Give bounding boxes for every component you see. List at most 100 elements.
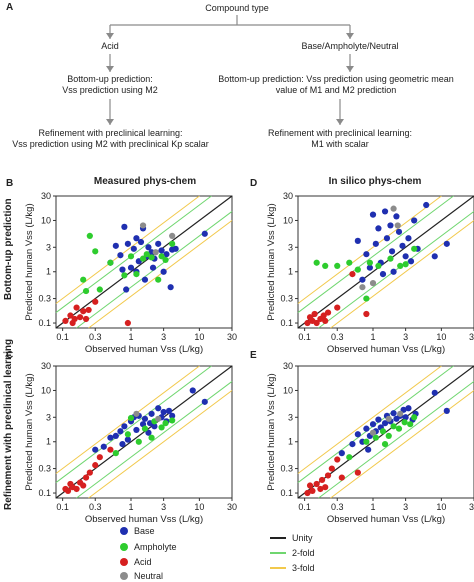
panel-c-point-ampholyte: [169, 417, 176, 424]
panel-c-x-tick-label: 3: [161, 502, 166, 512]
panel-e-point-neutral: [385, 415, 392, 422]
panel-d-point-ampholyte: [387, 255, 394, 262]
panel-c-y-tick-label: 0.3: [38, 464, 51, 474]
panel-d-point-base: [387, 222, 394, 229]
panel-d-point-base: [379, 270, 387, 278]
panel-b-point-ampholyte: [158, 253, 165, 260]
panel-d-x-axis-label: Observed human Vss (L/kg): [327, 344, 445, 355]
panel-e-y-axis-label: Predicted human Vss (L/kg): [266, 373, 277, 490]
panel-a-letter: A: [6, 2, 14, 13]
panel-c-point-base: [124, 436, 131, 443]
panel-c-point-acid: [107, 446, 114, 453]
legend-2fold: 2-fold: [270, 548, 315, 558]
panel-b-point-acid: [85, 306, 92, 314]
panel-b-point-ampholyte: [133, 270, 140, 278]
panel-b-x-tick-label: 0.3: [89, 332, 102, 342]
panel-b-y-tick-label: 0.1: [38, 318, 51, 328]
panel-b-point-ampholyte: [121, 272, 128, 279]
panel-c-point-base: [121, 423, 128, 430]
legend-base-marker: [120, 527, 128, 535]
panel-c-point-base: [155, 405, 162, 412]
panel-c-point-ampholyte: [148, 434, 155, 441]
legend-acid-marker: [120, 558, 128, 566]
column-title-insilico: In silico phys-chem: [328, 176, 422, 187]
legend-acid: Acid: [120, 557, 152, 567]
panel-c-point-ampholyte: [135, 438, 142, 445]
panel-b-point-base: [167, 284, 174, 291]
panel-e-x-tick-label: 1: [370, 502, 375, 512]
panel-c-x-tick-label: 0.1: [56, 502, 69, 512]
panel-c-letter: C: [6, 350, 14, 361]
panel-b-point-acid: [67, 312, 74, 319]
panel-b-point-neutral: [169, 232, 176, 240]
panel-b-x-tick-label: 3: [161, 332, 166, 342]
panel-e-point-base: [405, 405, 412, 412]
panel-c-point-acid: [86, 469, 93, 476]
panel-c-point-ampholyte: [124, 431, 131, 438]
panel-b-point-base: [155, 240, 162, 247]
panel-c-point-base: [145, 429, 152, 436]
panel-d-point-ampholyte: [334, 262, 341, 270]
panel-b-point-ampholyte: [169, 240, 176, 247]
panel-b-point-ampholyte: [139, 255, 147, 262]
panel-c-y-tick-label: 30: [41, 361, 51, 371]
panel-e-point-acid: [324, 472, 332, 479]
panel-d-fold-line-2: [318, 211, 474, 329]
panel-d-point-base: [395, 228, 403, 235]
panel-e-point-neutral: [369, 429, 377, 436]
panel-e-point-ampholyte: [385, 432, 392, 440]
panel-d-point-ampholyte: [366, 259, 373, 266]
panel-b-point-acid: [82, 315, 90, 323]
flow-left-step2: Refinement with preclinical learning: Vs…: [12, 128, 209, 149]
panel-e-point-acid: [322, 484, 329, 491]
panel-d-unity-line: [297, 195, 474, 329]
flow-right-step1: Bottom-up prediction: Vss prediction usi…: [218, 74, 454, 95]
panel-e-point-acid: [309, 487, 316, 495]
panel-e-point-base: [349, 440, 356, 448]
panel-d-point-base: [369, 211, 377, 218]
panel-b-point-acid: [71, 315, 78, 323]
panel-e-point-base: [338, 450, 345, 457]
panel-b-fold-line-2: [55, 195, 212, 313]
panel-b-point-acid: [76, 314, 84, 321]
panel-e-point-acid: [304, 489, 311, 497]
panel-d-point-base: [375, 225, 382, 232]
panel-b-y-tick-label: 30: [41, 191, 51, 201]
panel-d-point-base: [431, 253, 438, 260]
panel-d-point-base: [366, 264, 373, 271]
panel-d-point-base: [359, 276, 366, 283]
legend-3fold: 3-fold: [270, 563, 315, 573]
panel-d-y-tick-label: 1: [288, 267, 293, 277]
flow-arrow-left-3-head: [106, 119, 114, 125]
column-title-measured: Measured phys-chem: [93, 176, 197, 187]
panel-d-point-base: [423, 201, 430, 209]
panel-d-point-ampholyte: [411, 245, 418, 252]
panel-b-point-base: [130, 245, 137, 252]
panel-d-point-acid: [320, 312, 327, 319]
panel-e-point-acid: [317, 485, 324, 493]
panel-d-point-base: [388, 248, 396, 255]
flow-right-step2: Refinement with preclinical learning: M1…: [267, 128, 413, 149]
panel-b-point-base: [141, 276, 149, 283]
panel-d-point-base: [363, 251, 370, 258]
panel-e-point-ampholyte: [346, 454, 353, 461]
panel-d-point-acid: [322, 317, 329, 325]
panel-b-point-base: [112, 242, 119, 249]
panel-b-x-axis-label: Observed human Vss (L/kg): [85, 344, 203, 355]
panel-d-point-base: [411, 217, 418, 224]
panel-b-x-tick-label: 1: [128, 332, 133, 342]
panel-c-point-base: [169, 412, 176, 419]
panel-d-fold-line-3: [330, 220, 474, 329]
panel-b-point-base: [123, 286, 130, 293]
panel-e-point-acid: [354, 469, 361, 476]
panel-b-x-tick-label: 10: [194, 332, 204, 342]
panel-b-point-acid: [92, 298, 99, 305]
panel-c-point-base: [160, 408, 167, 416]
panel-b-point-base: [158, 247, 165, 254]
panel-c-y-tick-label: 0.1: [38, 488, 51, 498]
panel-c-point-ampholyte: [158, 424, 165, 431]
panel-e-point-base: [431, 389, 438, 396]
panel-b-point-ampholyte: [80, 276, 87, 283]
panel-c-fold-line-3: [55, 365, 200, 474]
